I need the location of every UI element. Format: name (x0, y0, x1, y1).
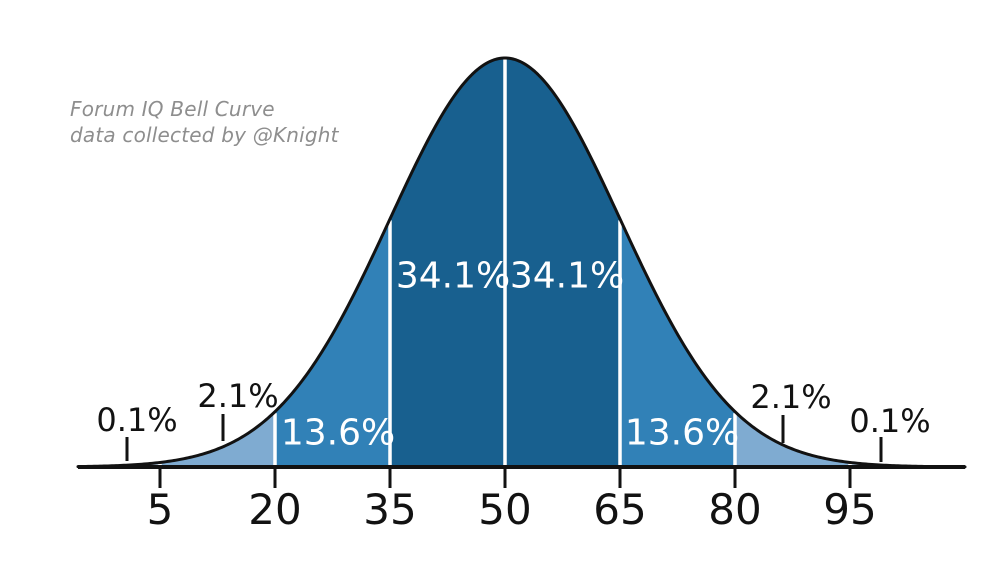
axis-tick-label: 35 (363, 485, 416, 534)
axis-tick-label: 80 (708, 485, 761, 534)
curve-outline (76, 56, 967, 469)
chart-title-line2: data collected by @Knight (70, 123, 339, 147)
tail-percent-label: 0.1% (849, 402, 930, 440)
curve-segment (160, 411, 275, 467)
segment-percent-label: 34.1% (396, 256, 510, 297)
tail-percent-label: 2.1% (750, 378, 831, 416)
segment-percent-label: 34.1% (510, 256, 624, 297)
axis-tick-label: 20 (248, 485, 301, 534)
axis-tick-label: 95 (823, 485, 876, 534)
curve-segment (735, 411, 850, 467)
chart-title-line1: Forum IQ Bell Curve (70, 97, 275, 121)
axis-tick-label: 5 (147, 485, 174, 534)
segment-percent-label: 13.6% (625, 413, 739, 454)
axis-tick-label: 50 (478, 485, 531, 534)
tail-percent-label: 0.1% (96, 401, 177, 439)
chart-title: Forum IQ Bell Curve data collected by @K… (70, 96, 339, 148)
segment-percent-label: 13.6% (281, 413, 395, 454)
axis-tick-label: 65 (593, 485, 646, 534)
tail-percent-label: 2.1% (197, 377, 278, 415)
